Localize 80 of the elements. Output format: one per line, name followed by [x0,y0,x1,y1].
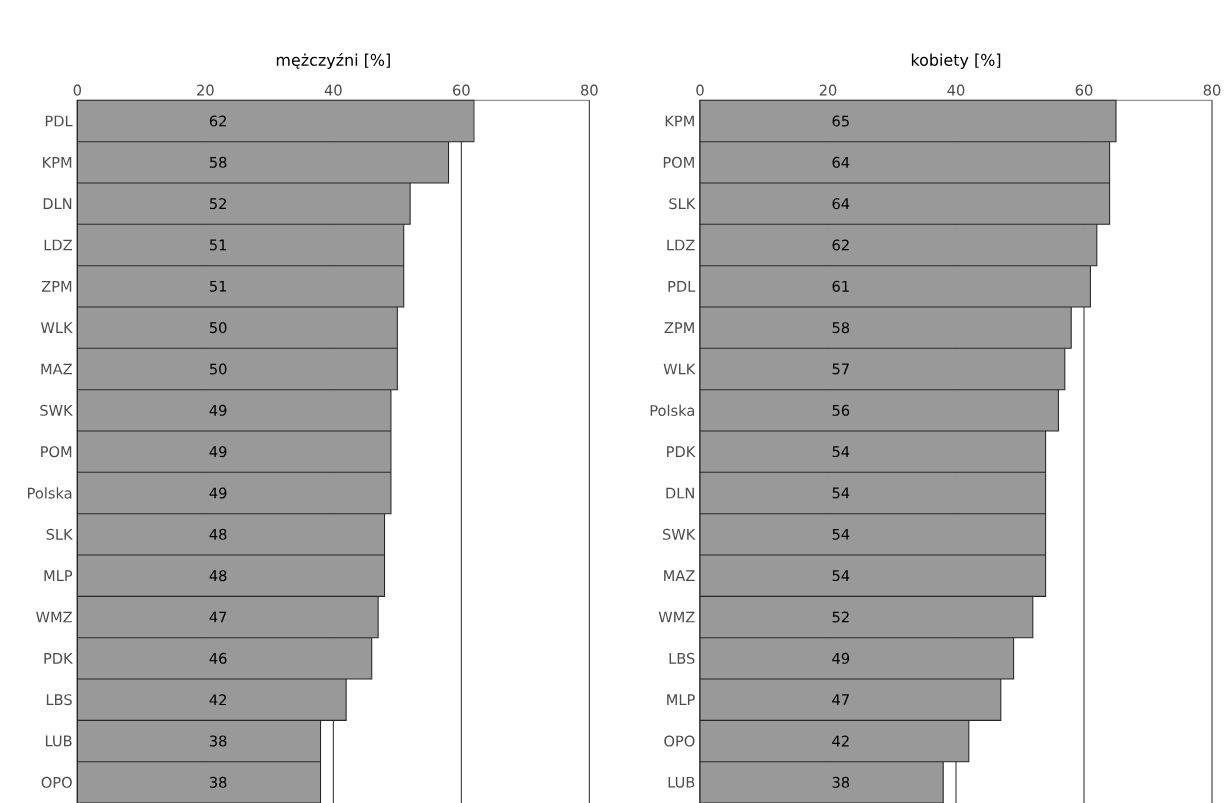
data-label: 51 [209,280,227,292]
data-label: 57 [832,363,849,375]
y-tick-label: WMZ [658,611,695,623]
y-tick-label: POM [41,446,72,458]
y-tick-label: MLP [667,694,695,705]
data-label: 52 [832,611,849,623]
data-label: 42 [832,735,849,747]
y-tick-label: SWK [40,404,73,416]
y-tick-label: PDK [44,653,73,664]
y-tick-label: LBS [669,652,695,664]
data-label: 49 [832,652,850,664]
y-tick-label: LBS [46,694,72,706]
y-tick-label: KPM [665,115,694,127]
x-tick-label: 0 [73,84,81,96]
data-label: 50 [209,322,227,334]
data-label: 47 [832,694,849,705]
data-label: 58 [209,156,227,168]
data-label: 42 [209,694,226,706]
data-label: 65 [832,115,849,127]
chart-title: kobiety [%] [911,53,1001,69]
y-tick-label: ZPM [41,281,72,292]
data-label: 52 [209,198,226,210]
data-label: 58 [832,322,850,334]
chart-title: mężczyźni [%] [276,52,390,69]
data-label: 38 [832,776,850,788]
x-tick-label: 0 [696,84,704,96]
y-tick-label: WMZ [36,611,72,623]
y-tick-label: WLK [663,363,696,375]
x-tick-label: 20 [197,84,214,96]
data-label: 50 [209,363,227,375]
data-label: 49 [209,446,227,458]
data-label: 62 [209,115,226,127]
y-tick-label: SLK [46,528,73,540]
y-tick-label: PDL [45,115,73,127]
y-tick-label: LDZ [667,239,695,251]
y-tick-label: KPM [43,157,72,168]
data-label: 54 [832,528,850,540]
y-tick-label: SWK [662,528,696,540]
y-tick-label: ZPM [664,322,694,333]
data-label: 38 [209,735,227,747]
data-label: 64 [832,198,850,210]
x-tick-label: 20 [819,84,837,96]
y-tick-label: Polska [650,404,694,416]
y-tick-label: LDZ [44,239,72,251]
data-label: 48 [209,570,227,582]
data-label: 61 [832,280,849,292]
y-tick-label: POM [663,156,694,168]
y-tick-label: SLK [669,198,696,210]
y-tick-label: LUB [45,735,72,747]
y-tick-label: DLN [43,198,72,209]
data-label: 46 [209,652,227,664]
data-label: 48 [209,528,227,540]
y-tick-label: WLK [40,322,73,333]
data-label: 54 [832,446,850,458]
x-tick-label: 80 [581,84,598,96]
x-tick-label: 80 [1203,84,1221,96]
data-label: 62 [832,239,849,251]
y-tick-label: PDL [668,281,696,292]
data-label: 56 [832,404,850,416]
data-label: 54 [832,570,850,582]
data-label: 51 [209,239,227,251]
data-label: 54 [832,487,850,499]
data-label: 38 [209,776,227,788]
y-tick-label: OPO [664,735,695,747]
x-tick-label: 60 [453,84,470,96]
x-tick-label: 60 [1075,84,1093,96]
y-tick-label: MLP [44,570,73,581]
data-label: 47 [209,611,227,623]
x-tick-label: 40 [947,84,965,96]
y-tick-label: LUB [668,776,695,788]
y-tick-label: PDK [667,446,696,457]
data-label: 49 [209,487,227,499]
y-tick-label: Polska [28,487,72,499]
y-tick-label: MAZ [664,570,695,581]
y-tick-label: MAZ [41,363,72,375]
x-tick-label: 40 [324,84,342,96]
y-tick-label: DLN [666,487,694,499]
y-tick-label: OPO [41,776,72,788]
data-label: 64 [832,156,850,168]
data-label: 49 [209,404,227,416]
